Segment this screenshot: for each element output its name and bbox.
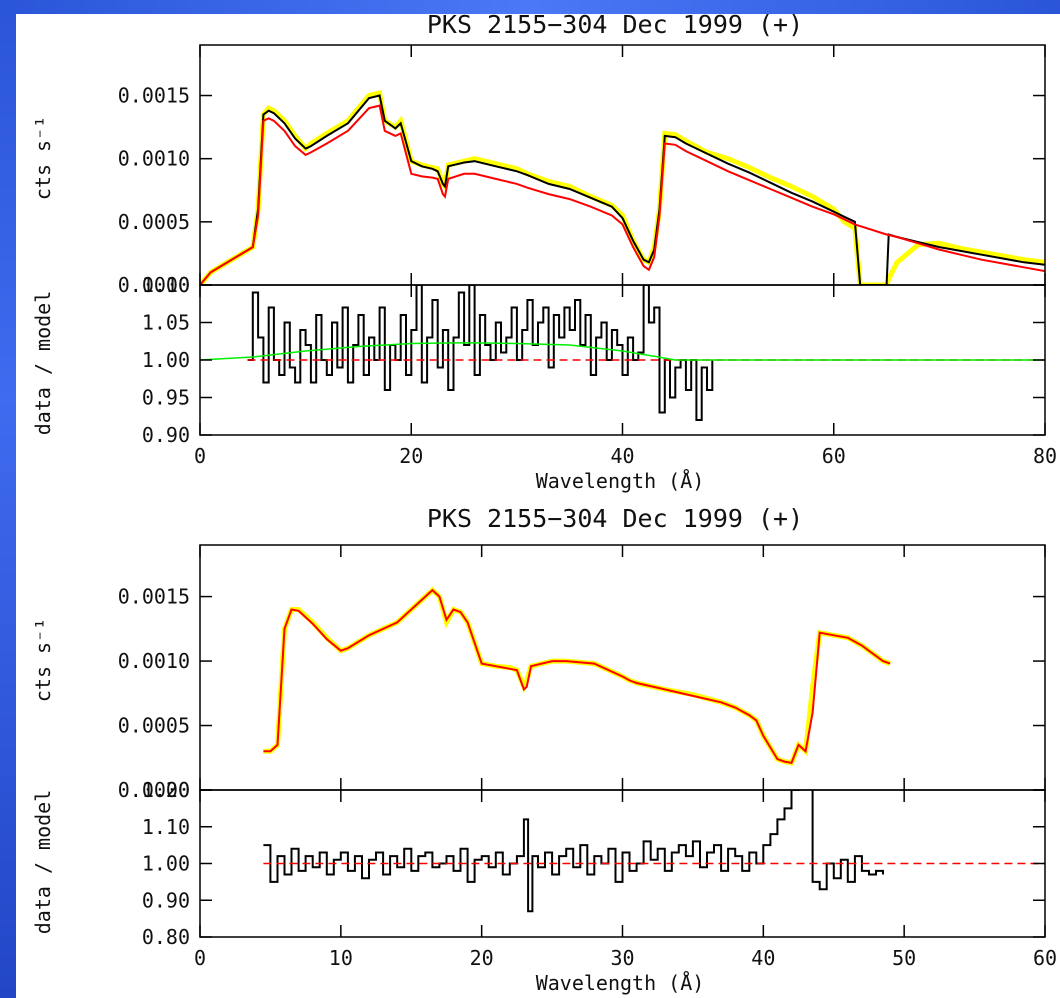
bottom-flux-ytick-label: 0.0000 [118,778,190,802]
slide-background-left [0,0,16,998]
top-flux-ytick-label: 0.0000 [118,273,190,297]
top-flux-series-2 [200,104,1045,285]
top-ratio-panel: 0.90 0.95 1.00 1.05 1.10 0 20 40 60 80 [142,273,1057,468]
bottom-ratio-xtick-label: 40 [751,946,775,970]
top-flux-ytick-label: 0.0015 [118,84,190,108]
top-flux-frame [199,44,1046,286]
top-ratio-xtick-label: 20 [399,444,423,468]
top-flux-series-1 [200,94,1045,285]
bottom-flux-ytick-label: 0.0005 [118,714,190,738]
bottom-ratio-ytick-label: 1.10 [142,815,190,839]
top-xlabel: Wavelength (Å) [536,469,705,493]
top-ratio-series-2 [200,342,1045,361]
top-flux-panel: 0.0000 0.0005 0.0010 0.0015 [118,44,1046,297]
bottom-flux-frame [199,544,1046,791]
plot-panels: 0.0000 0.0005 0.0010 0.0015 0.90 0.95 1.00 1.05… [118,44,1057,970]
top-flux-ylabel: cts s⁻¹ [31,116,55,200]
top-ratio-xtick-label: 60 [822,444,846,468]
top-ratio-xtick-label: 0 [194,444,206,468]
bottom-ratio-panel: 0.80 0.90 1.00 1.10 1.20 0 10 20 30 40 50 60 [142,778,1057,970]
bottom-ratio-xtick-label: 50 [892,946,916,970]
top-ratio-series-0 [247,285,714,421]
bottom-plot-title: PKS 2155−304 Dec 1999 (+) [427,504,803,533]
bottom-ratio-xtick-label: 60 [1033,946,1057,970]
top-ratio-ylabel: data / model [31,291,55,436]
top-ratio-ytick-label: 1.10 [142,273,190,297]
bottom-ratio-ytick-label: 1.20 [142,778,190,802]
bottom-flux-ylabel: cts s⁻¹ [31,618,55,702]
bottom-xlabel: Wavelength (Å) [536,971,705,995]
slide-background-top [0,0,1060,14]
top-flux-ytick-label: 0.0010 [118,147,190,171]
top-ratio-xtick-label: 80 [1033,444,1057,468]
top-plot-title: PKS 2155−304 Dec 1999 (+) [427,10,803,39]
top-ratio-ytick-label: 0.95 [142,386,190,410]
bottom-ratio-series-0 [263,790,884,913]
top-ratio-ytick-label: 1.05 [142,311,190,335]
bottom-ratio-xtick-label: 10 [329,946,353,970]
bottom-flux-panel: 0.0000 0.0005 0.0010 0.0015 [118,544,1046,802]
bottom-ratio-ytick-label: 0.80 [142,925,190,949]
bottom-ratio-ylabel: data / model [31,790,55,935]
bottom-flux-ytick-label: 0.0015 [118,585,190,609]
bottom-ratio-ytick-label: 1.00 [142,852,190,876]
bottom-ratio-xtick-label: 0 [194,946,206,970]
top-ratio-xtick-label: 40 [610,444,634,468]
top-flux-ytick-label: 0.0005 [118,210,190,234]
bottom-ratio-ytick-label: 0.90 [142,888,190,912]
top-ratio-ytick-label: 0.90 [142,423,190,447]
top-ratio-ytick-label: 1.00 [142,348,190,372]
top-flux-series-0 [200,89,1045,285]
bottom-flux-series-1 [263,588,891,765]
bottom-flux-ytick-label: 0.0010 [118,649,190,673]
bottom-ratio-xtick-label: 30 [610,946,634,970]
bottom-ratio-xtick-label: 20 [470,946,494,970]
bottom-flux-series-0 [263,586,891,766]
